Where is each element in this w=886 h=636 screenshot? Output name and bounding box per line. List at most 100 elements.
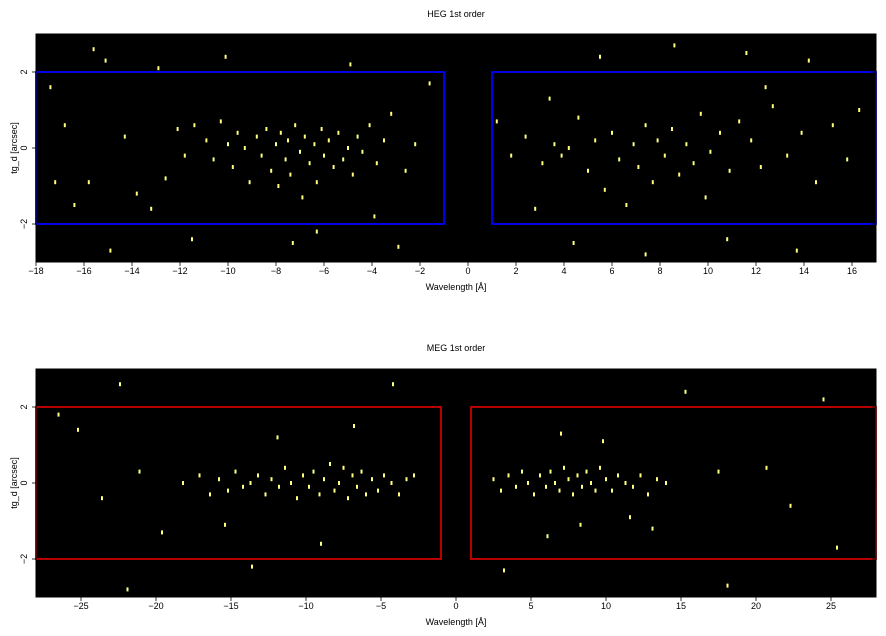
meg-x-tick-label: −25: [73, 601, 88, 611]
meg-event-point: [521, 469, 523, 474]
meg-title: MEG 1st order: [427, 343, 486, 353]
heg-event-point: [548, 96, 551, 101]
meg-event-point: [549, 469, 552, 474]
meg-event-point: [822, 397, 825, 402]
heg-x-tick-label: −18: [28, 266, 43, 276]
heg-event-point: [255, 134, 258, 139]
heg-event-point: [786, 153, 789, 158]
heg-event-point: [275, 142, 277, 147]
meg-event-point: [390, 481, 393, 485]
meg-event-point: [218, 477, 220, 482]
meg-x-tick-label: −5: [376, 601, 386, 611]
heg-event-point: [625, 203, 628, 207]
heg-event-point: [279, 130, 282, 135]
heg-event-point: [183, 153, 186, 158]
heg-event-point: [815, 180, 817, 185]
heg-event-point: [176, 127, 179, 131]
meg-event-point: [356, 484, 358, 489]
meg-event-point: [270, 477, 273, 482]
meg-event-point: [234, 469, 237, 474]
meg-x-tick-label: 10: [601, 601, 611, 611]
heg-event-point: [553, 142, 556, 147]
heg-event-point: [656, 138, 659, 143]
meg-x-ticks: −25 −20 −15 −10 −5 0 5 10 15 20 25: [73, 369, 836, 611]
heg-event-point: [87, 180, 90, 185]
heg-event-point: [685, 142, 688, 147]
heg-x-tick-label: 8: [657, 266, 662, 276]
heg-event-point: [327, 138, 330, 143]
heg-event-point: [651, 180, 654, 185]
heg-event-point: [265, 127, 268, 131]
heg-x-tick-label: −10: [220, 266, 235, 276]
heg-plot-frame: [35, 33, 877, 263]
heg-event-point: [678, 172, 681, 177]
meg-event-point: [347, 496, 349, 501]
heg-event-point: [611, 130, 613, 135]
meg-event-point: [308, 484, 310, 489]
heg-event-point: [294, 123, 297, 128]
meg-event-point: [57, 412, 60, 417]
heg-event-point: [49, 85, 52, 90]
heg-event-point: [308, 161, 311, 166]
meg-event-point: [224, 522, 226, 527]
meg-event-point: [198, 473, 201, 478]
meg-event-point: [329, 462, 331, 466]
meg-event-point: [546, 534, 549, 539]
heg-x-tick-label: 0: [465, 266, 470, 276]
heg-event-point: [704, 195, 707, 200]
heg-event-point: [594, 138, 597, 143]
meg-event-point: [320, 541, 322, 546]
meg-event-point: [405, 477, 408, 482]
heg-plot-area: [36, 34, 876, 262]
meg-plot-area: [36, 369, 876, 597]
heg-y-tick-label: 2: [19, 69, 29, 74]
heg-points: [49, 43, 861, 257]
meg-event-point: [605, 477, 607, 482]
meg-event-point: [632, 484, 634, 489]
heg-x-ticks: −18 −16 −14 −12 −10 −8 −6 −4 −2 0 2 4 6 8 10 12 14 16: [28, 34, 857, 276]
meg-event-point: [558, 488, 561, 493]
heg-event-point: [227, 142, 229, 147]
heg-event-point: [373, 214, 376, 219]
meg-event-point: [278, 484, 280, 489]
heg-event-point: [349, 62, 352, 67]
meg-event-point: [647, 492, 649, 497]
heg-event-point: [104, 58, 107, 63]
heg-x-axis-label: Wavelength [Å]: [426, 282, 487, 292]
meg-x-tick-label: −15: [223, 601, 238, 611]
meg-event-point: [101, 496, 103, 501]
meg-x-tick-label: −10: [298, 601, 313, 611]
heg-event-point: [671, 127, 673, 131]
heg-event-point: [846, 157, 849, 162]
heg-event-point: [759, 165, 762, 169]
meg-event-point: [572, 492, 574, 497]
heg-x-tick-label: −14: [124, 266, 139, 276]
heg-event-point: [807, 58, 810, 63]
meg-event-point: [545, 484, 547, 489]
meg-event-point: [264, 492, 267, 497]
heg-event-point: [54, 180, 57, 185]
meg-event-point: [533, 492, 535, 497]
heg-event-point: [135, 191, 138, 196]
heg-event-point: [644, 123, 647, 128]
heg-y-tick-label: 0: [19, 145, 29, 150]
heg-event-point: [771, 104, 774, 109]
meg-event-point: [77, 427, 79, 432]
meg-event-point: [507, 473, 510, 478]
heg-event-point: [277, 184, 280, 188]
heg-x-tick-label: −8: [271, 266, 281, 276]
heg-event-point: [541, 161, 544, 166]
heg-event-point: [303, 134, 306, 139]
meg-panel: MEG 1st order −25 −20 −15 −10 −5 0 5 10 15 20 25 −…: [9, 343, 877, 627]
heg-event-point: [750, 138, 753, 143]
meg-event-point: [594, 488, 597, 493]
meg-event-point: [726, 583, 729, 588]
meg-event-point: [251, 564, 253, 569]
meg-event-point: [398, 492, 400, 497]
heg-event-point: [603, 187, 606, 192]
meg-event-point: [629, 515, 631, 520]
heg-x-tick-label: 16: [847, 266, 857, 276]
meg-event-point: [585, 469, 588, 474]
heg-event-point: [397, 244, 400, 249]
heg-event-point: [692, 161, 695, 166]
